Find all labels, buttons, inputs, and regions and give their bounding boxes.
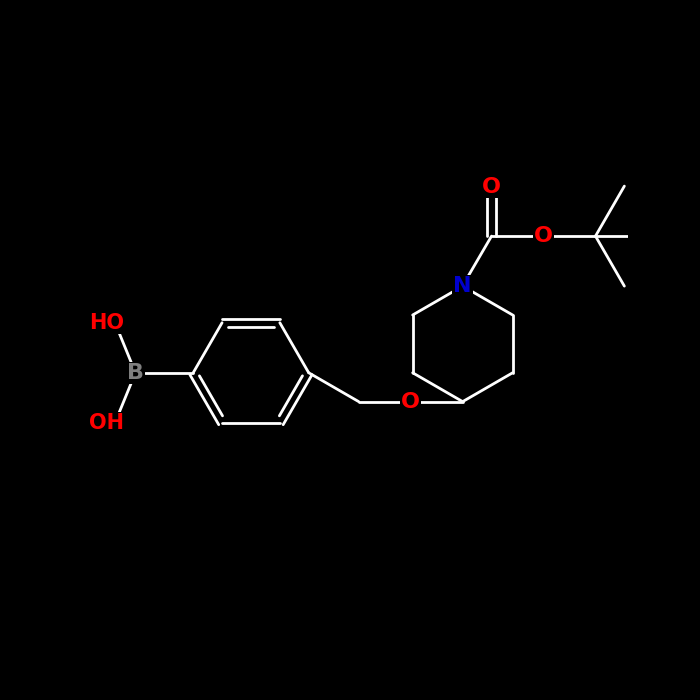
Text: HO: HO	[89, 313, 124, 332]
Text: B: B	[127, 363, 144, 383]
Text: N: N	[454, 276, 472, 296]
Text: O: O	[534, 226, 553, 246]
Text: O: O	[482, 177, 501, 197]
Text: O: O	[401, 391, 420, 412]
Text: OH: OH	[89, 413, 124, 433]
